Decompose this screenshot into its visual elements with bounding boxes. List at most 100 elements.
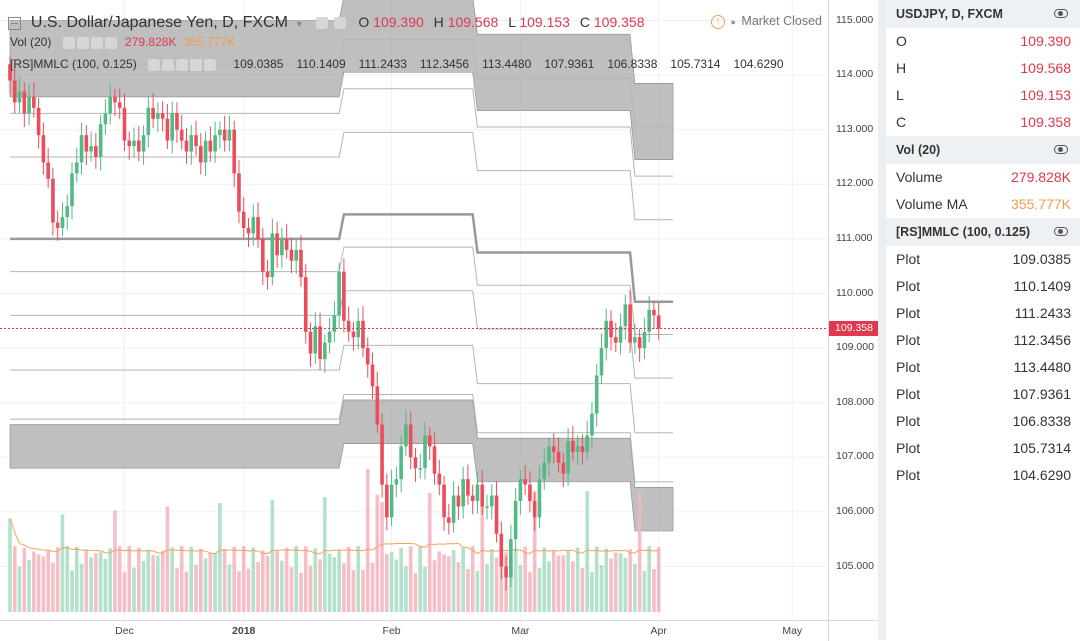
volume-bar: [246, 568, 251, 612]
volume-bar: [556, 555, 561, 612]
mmlc-more-icon[interactable]: [190, 58, 203, 71]
price-chart[interactable]: [0, 0, 828, 620]
time-tick: Feb: [382, 625, 401, 637]
hide-icon[interactable]: [333, 17, 346, 30]
symbol-title[interactable]: U.S. Dollar/Japanese Yen, D, FXCM: [30, 14, 288, 31]
mmlc-settings-icon[interactable]: [148, 58, 161, 71]
eye-icon[interactable]: [1054, 145, 1068, 154]
open-value: 109.390: [373, 14, 424, 30]
chevron-down-icon[interactable]: ▼: [294, 19, 304, 29]
volume-bar: [604, 548, 609, 612]
candle-body: [356, 320, 361, 338]
vol-hide-icon[interactable]: [76, 36, 89, 49]
candle-body: [456, 495, 461, 507]
plot-row-5-value: 113.4480: [1013, 359, 1071, 375]
volume-bar: [199, 548, 203, 612]
time-axis[interactable]: Dec 2018 Feb Mar Apr May: [0, 620, 828, 641]
volume-bar: [51, 562, 55, 612]
volume-bar: [46, 549, 50, 612]
price-axis[interactable]: 115.000 114.000 113.000 112.000 111.000 110.0…: [828, 0, 879, 620]
settings-icon[interactable]: [315, 17, 328, 30]
plot-row-9-label: Plot: [896, 467, 921, 483]
mmlc-level-line: [10, 394, 674, 483]
panel-mmlc-header: [RS]MMLC (100, 0.125): [886, 218, 1080, 246]
candle-body: [179, 129, 184, 141]
candle-body: [165, 118, 170, 141]
candle-body: [475, 484, 480, 501]
volume-bar: [32, 551, 36, 612]
candle-body: [623, 304, 628, 327]
mmlc-hide-icon[interactable]: [162, 58, 175, 71]
volume-bar: [74, 546, 79, 612]
volume-bar: [151, 555, 155, 612]
candle-body: [122, 107, 127, 141]
volume-bar: [213, 552, 217, 612]
candle-body: [237, 173, 241, 212]
eye-icon[interactable]: [1054, 9, 1068, 18]
price-tick: 107.000: [836, 450, 874, 463]
candle-body: [84, 135, 89, 152]
volume-bar: [299, 572, 303, 612]
candle-body: [518, 479, 523, 501]
volume-bar: [375, 494, 380, 612]
plot-row-3: Plot 111.2433: [886, 300, 1080, 327]
mmlc-format-icon[interactable]: [176, 58, 189, 71]
volume-bar: [294, 546, 298, 612]
candle-body: [170, 113, 174, 141]
market-status[interactable]: ! ● Market Closed: [711, 8, 822, 34]
candle-body: [251, 217, 256, 234]
volume-bar: [65, 546, 70, 612]
candle-body: [370, 364, 375, 387]
mmlc-value-3: 111.2433: [358, 57, 407, 71]
panel-mmlc-title: [RS]MMLC (100, 0.125): [896, 225, 1031, 239]
mmlc-level-line: [10, 39, 674, 128]
volume-bar: [280, 560, 284, 612]
mmlc-level-line: [10, 88, 674, 177]
vol-title[interactable]: Vol (20): [10, 35, 52, 49]
candle-body: [98, 124, 103, 157]
plot-row-5: Plot 113.4480: [886, 354, 1080, 381]
volume-bar: [8, 518, 12, 612]
close-value: 109.358: [593, 14, 645, 30]
volume-bar: [361, 569, 365, 612]
collapse-icon[interactable]: [8, 16, 21, 30]
candle-body: [189, 135, 194, 152]
candle-body: [528, 484, 532, 501]
plot-row-2-value: 110.1409: [1013, 278, 1071, 294]
plot-row-9-value: 104.6290: [1012, 467, 1071, 483]
candle-body: [642, 331, 647, 349]
chart-area[interactable]: U.S. Dollar/Japanese Yen, D, FXCM ▼ O 10…: [0, 0, 828, 620]
mmlc-remove-icon[interactable]: [204, 58, 217, 71]
vol-remove-icon[interactable]: [104, 36, 117, 49]
status-dot-icon: ●: [730, 17, 736, 27]
panel-vol-title: Vol (20): [896, 143, 941, 157]
candle-body: [604, 320, 609, 349]
plot-row-7: Plot 106.8338: [886, 408, 1080, 435]
volume-bar: [289, 567, 294, 612]
eye-icon[interactable]: [1054, 227, 1068, 236]
price-tick: 111.000: [836, 231, 873, 244]
ohlc-row-h-label: H: [896, 60, 907, 76]
candle-body: [284, 238, 289, 250]
volume-bar: [551, 550, 556, 612]
candle-body: [213, 135, 217, 152]
high-value: 109.568: [447, 14, 499, 30]
time-tick: 2018: [232, 625, 256, 637]
vol-format-icon[interactable]: [90, 36, 103, 49]
volume-bar: [489, 549, 494, 612]
volume-bar: [537, 567, 542, 612]
mmlc-title[interactable]: [RS]MMLC (100, 0.125): [10, 57, 137, 71]
volume-bar: [265, 555, 270, 612]
high-label: H: [433, 14, 444, 30]
vol-settings-icon[interactable]: [62, 36, 75, 49]
volume-bar: [513, 548, 518, 612]
candle-body: [17, 91, 22, 103]
volume-bar: [160, 550, 165, 612]
candle-body: [599, 348, 604, 376]
candle-body: [618, 326, 623, 343]
volume-ma-line: [9, 518, 659, 555]
panel-divider[interactable]: [878, 0, 886, 640]
volume-bar: [609, 558, 613, 612]
volume-bar: [437, 551, 442, 612]
plot-row-6-value: 107.9361: [1012, 386, 1071, 402]
